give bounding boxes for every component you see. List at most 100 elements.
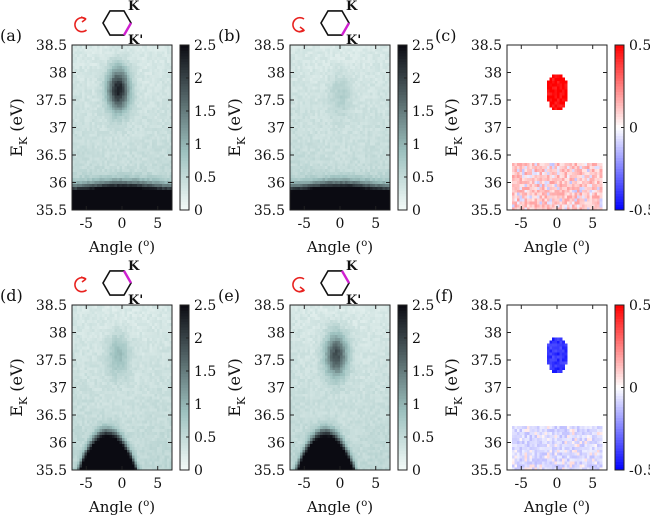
heatmap-cell	[360, 74, 363, 78]
heatmap-cell	[549, 207, 553, 211]
heatmap-cell	[312, 65, 316, 69]
heatmap-cell	[122, 154, 125, 158]
heatmap-cell	[112, 168, 115, 173]
heatmap-cell	[132, 154, 135, 158]
heatmap-cell	[317, 103, 321, 108]
heatmap-cell	[362, 118, 366, 123]
heatmap-cell	[365, 207, 368, 211]
heatmap-cell	[84, 154, 88, 158]
colorbar-cell	[180, 166, 189, 170]
heatmap-cell	[352, 183, 356, 187]
heatmap-cell	[345, 136, 348, 140]
heatmap-cell	[144, 103, 148, 108]
heatmap-cell	[164, 80, 168, 84]
heatmap-cell	[147, 204, 150, 208]
heatmap-cell	[159, 189, 163, 193]
heatmap-cell	[162, 53, 165, 58]
heatmap-cell	[152, 56, 155, 61]
heatmap-cell	[297, 74, 301, 78]
heatmap-cell	[72, 112, 75, 117]
heatmap-cell	[164, 86, 168, 90]
heatmap-cell	[87, 124, 90, 128]
heatmap-cell	[132, 98, 135, 102]
heatmap-cell	[322, 168, 326, 173]
heatmap-cell	[87, 186, 90, 190]
heatmap-cell	[350, 148, 353, 152]
heatmap-cell	[107, 106, 110, 111]
heatmap-cell	[139, 92, 143, 96]
heatmap-cell	[310, 45, 313, 49]
heatmap-cell	[317, 198, 321, 202]
heatmap-cell	[325, 100, 328, 105]
heatmap-cell	[529, 186, 533, 190]
heatmap-cell	[79, 156, 83, 161]
heatmap-cell	[164, 112, 168, 117]
heatmap-cell	[517, 162, 520, 167]
heatmap-cell	[127, 86, 130, 90]
heatmap-cell	[119, 74, 123, 78]
heatmap-cell	[99, 92, 103, 96]
heatmap-cell	[84, 148, 88, 152]
heatmap-cell	[372, 86, 376, 90]
heatmap-cell	[352, 112, 356, 117]
colorbar-cell	[398, 80, 407, 84]
heatmap-cell	[137, 92, 140, 96]
heatmap-cell	[97, 204, 100, 208]
heatmap-cell	[127, 198, 130, 202]
heatmap-cell	[149, 83, 153, 87]
heatmap-cell	[360, 109, 363, 114]
heatmap-cell	[352, 145, 356, 149]
heatmap-cell	[152, 118, 155, 123]
heatmap-cell	[365, 92, 368, 96]
heatmap-cell	[380, 89, 383, 93]
heatmap-cell	[119, 204, 123, 208]
colorbar-tick-label: 1	[412, 137, 421, 153]
heatmap-cell	[340, 74, 343, 78]
heatmap-cell	[297, 162, 301, 167]
heatmap-cell	[320, 145, 323, 149]
heatmap-cell	[159, 145, 163, 149]
heatmap-cell	[524, 162, 528, 167]
heatmap-cell	[350, 45, 353, 49]
heatmap-cell	[322, 92, 326, 96]
heatmap-cell	[382, 103, 386, 108]
heatmap-cell	[290, 162, 293, 167]
heatmap-cell	[380, 127, 383, 131]
heatmap-cell	[117, 121, 120, 125]
heatmap-cell	[94, 189, 98, 193]
heatmap-cell	[97, 133, 100, 137]
heatmap-cell	[292, 139, 296, 143]
heatmap-cell	[532, 168, 535, 173]
heatmap-cell	[124, 103, 128, 108]
colorbar-cell	[180, 163, 189, 167]
heatmap-cell	[327, 162, 331, 167]
heatmap-cell	[342, 50, 346, 55]
heatmap-cell	[134, 115, 138, 120]
heatmap-cell	[117, 62, 120, 67]
heatmap-cell	[129, 112, 133, 117]
heatmap-cell	[104, 156, 108, 161]
heatmap-cell	[357, 165, 361, 170]
heatmap-cell	[325, 192, 328, 196]
heatmap-cell	[297, 118, 301, 123]
colorbar-cell	[180, 67, 189, 71]
heatmap-cell	[362, 198, 366, 202]
heatmap-cell	[134, 133, 138, 137]
heatmap-cell	[97, 130, 100, 134]
heatmap-cell	[154, 106, 158, 111]
heatmap-cell	[149, 103, 153, 108]
heatmap-cell	[87, 86, 90, 90]
colorbar-tick-label: 2.5	[194, 38, 216, 54]
heatmap-cell	[104, 165, 108, 170]
heatmap-cell	[325, 109, 328, 114]
heatmap-cell	[350, 106, 353, 111]
heatmap-cell	[345, 74, 348, 78]
heatmap-cell	[87, 151, 90, 155]
heatmap-cell	[144, 98, 148, 102]
heatmap-cell	[159, 89, 163, 93]
heatmap-cell	[387, 156, 391, 161]
heatmap-cell	[385, 118, 388, 123]
heatmap-cell	[99, 180, 103, 184]
heatmap-cell	[382, 121, 386, 125]
heatmap-cell	[342, 130, 346, 134]
